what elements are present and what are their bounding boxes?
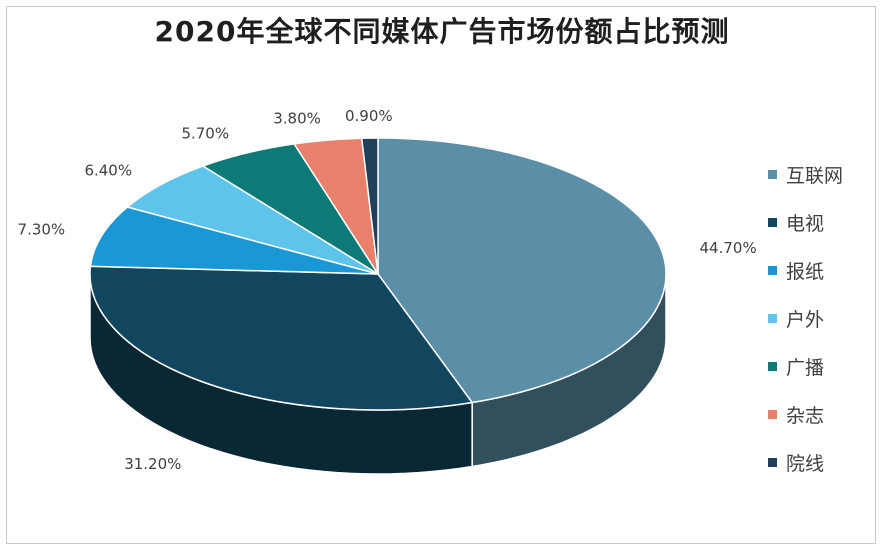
legend-label: 院线 (786, 452, 825, 475)
pie-label-1: 31.20% (124, 455, 181, 473)
pie-label-5: 3.80% (273, 109, 321, 127)
pie-slices (89, 137, 667, 411)
legend-label: 互联网 (786, 164, 844, 187)
legend-swatch (768, 361, 777, 371)
legend-label: 杂志 (786, 404, 825, 427)
legend-label: 广播 (786, 356, 825, 379)
pie-label-2: 7.30% (18, 220, 66, 238)
pie-slice-3 (126, 165, 379, 275)
pie-label-0: 44.70% (700, 239, 757, 257)
legend-label: 户外 (786, 308, 825, 331)
legend-item: 电视 (768, 198, 843, 246)
pie-label-3: 6.40% (84, 161, 132, 179)
pie-labels: 44.70% 31.20% 7.30% 6.40% 5.70% 3.80% 0.90% (18, 107, 757, 473)
pie-label-4: 5.70% (181, 124, 229, 142)
legend-label: 报纸 (786, 260, 825, 283)
legend-item: 报纸 (768, 246, 843, 294)
legend-swatch (768, 409, 777, 419)
legend-swatch (768, 217, 777, 227)
legend-swatch (768, 313, 777, 323)
pie-slice-0 (377, 137, 667, 404)
legend-label: 电视 (786, 212, 825, 235)
legend-item: 户外 (768, 294, 843, 342)
pie-slice-2 (89, 206, 379, 275)
chart-legend: 互联网电视报纸户外广播杂志院线 (768, 150, 843, 486)
legend-item: 院线 (768, 438, 843, 486)
legend-item: 互联网 (768, 150, 843, 198)
chart-title: 2020年全球不同媒体广告市场份额占比预测 (154, 15, 730, 48)
legend-swatch (768, 265, 777, 275)
pie-label-6: 0.90% (345, 107, 393, 125)
legend-swatch (768, 169, 777, 179)
legend-item: 杂志 (768, 390, 843, 438)
pie-slice-1 (89, 265, 473, 411)
pie-slice-6 (360, 137, 379, 275)
legend-swatch (768, 457, 777, 467)
legend-item: 广播 (768, 342, 843, 390)
